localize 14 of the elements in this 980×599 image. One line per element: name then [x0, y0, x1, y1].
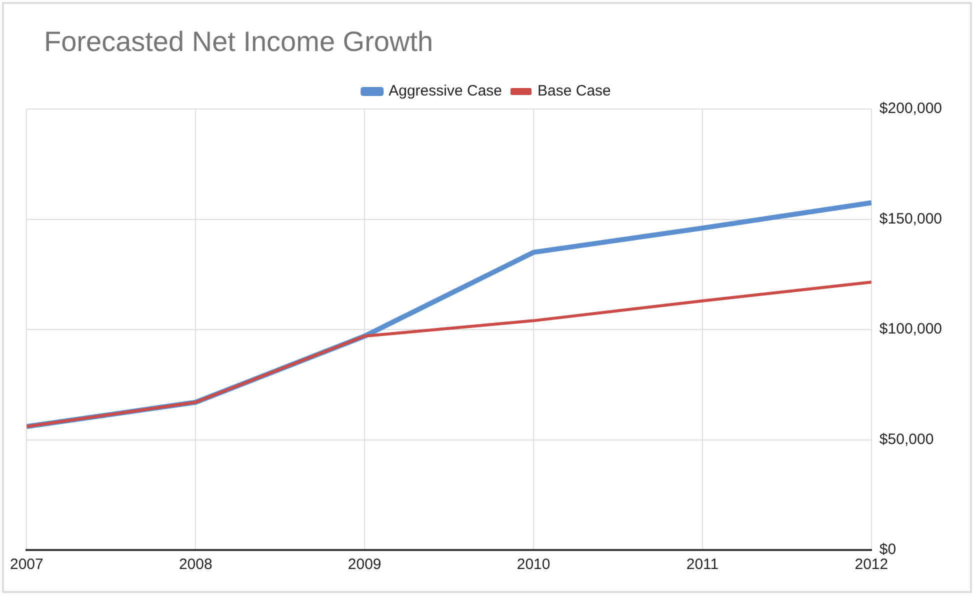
legend-label: Aggressive Case	[388, 82, 502, 100]
x-tick-label: 2009	[348, 556, 382, 574]
y-tick-label: $150,000	[879, 210, 942, 228]
x-tick-label: 2007	[10, 556, 44, 574]
y-tick-label: $50,000	[879, 430, 934, 448]
legend-label: Base Case	[538, 82, 611, 100]
y-tick-label: $200,000	[879, 100, 942, 118]
x-tick-label: 2010	[516, 556, 550, 574]
x-tick-label: 2012	[854, 556, 888, 574]
x-tick-label: 2011	[686, 556, 719, 574]
y-tick-label: $100,000	[879, 320, 942, 338]
y-tick-label: $0	[879, 541, 896, 558]
chart-title: Forecasted Net Income Growth	[44, 26, 434, 58]
x-tick-label: 2008	[178, 556, 212, 574]
